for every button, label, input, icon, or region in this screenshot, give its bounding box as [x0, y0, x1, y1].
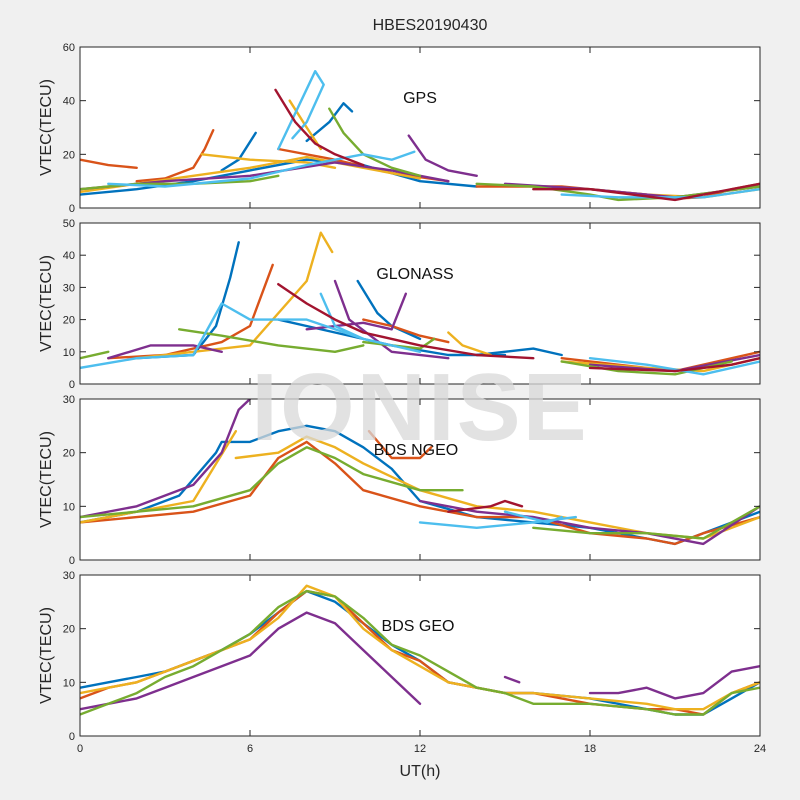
series-line [80, 446, 464, 519]
y-tick-label: 20 [63, 315, 75, 327]
y-tick-label: 40 [63, 250, 75, 262]
y-tick-label: 0 [69, 379, 75, 391]
chart-panel-4: 0 6 12 18 24 0 10 20 30 VTEC(TECU) BDS GEO [38, 570, 766, 755]
series-line [333, 279, 450, 360]
chart-panel-3: 0 10 20 30 VTEC(TECU) BDS NGEO [38, 394, 761, 567]
series-line [135, 231, 334, 360]
y-tick-label: 20 [63, 624, 75, 636]
series-line [220, 131, 257, 172]
series-line [447, 331, 492, 357]
series-line [80, 399, 252, 519]
x-tick-label: 0 [77, 743, 83, 755]
y-axis-label: VTEC(TECU) [38, 79, 55, 176]
panel-label: BDS GEO [382, 618, 455, 635]
x-axis-label: UT(h) [400, 763, 441, 780]
series-line [80, 589, 760, 716]
series-group [80, 399, 760, 546]
series-line [80, 158, 138, 169]
x-tick-label: 24 [754, 743, 766, 755]
series-line [135, 129, 215, 183]
x-tick-label: 12 [414, 743, 426, 755]
series-line [418, 499, 760, 546]
series-line [367, 430, 433, 460]
series-line [80, 611, 422, 711]
series-line [588, 357, 760, 376]
panel-label: GPS [403, 90, 437, 107]
series-line [503, 675, 521, 684]
series-line [277, 70, 325, 151]
series-line [532, 182, 760, 202]
y-tick-label: 0 [69, 203, 75, 215]
y-tick-label: 20 [63, 448, 75, 460]
y-tick-label: 30 [63, 394, 75, 406]
series-line [588, 357, 760, 373]
series-line [305, 102, 354, 143]
series-line [588, 665, 760, 700]
y-tick-label: 40 [63, 96, 75, 108]
series-line [274, 88, 365, 167]
series-line [407, 134, 478, 177]
y-tick-label: 30 [63, 570, 75, 582]
series-line [80, 350, 110, 360]
series-line [503, 510, 563, 524]
y-axis-label: VTEC(TECU) [38, 431, 55, 528]
series-line [356, 279, 422, 341]
series-line [107, 344, 223, 360]
y-tick-label: 50 [63, 218, 75, 230]
y-tick-label: 20 [63, 149, 75, 161]
y-axis-label: VTEC(TECU) [38, 607, 55, 704]
y-tick-label: 0 [69, 555, 75, 567]
panel-label: BDS NGEO [374, 442, 458, 459]
y-tick-label: 30 [63, 282, 75, 294]
series-line [288, 99, 322, 151]
series-line [80, 584, 760, 711]
y-tick-label: 10 [63, 501, 75, 513]
chart-panel-2: 0 10 20 30 40 50 VTEC(TECU) GLONASS [38, 218, 761, 391]
x-tick-label: 6 [247, 743, 253, 755]
y-tick-label: 0 [69, 731, 75, 743]
y-tick-label: 10 [63, 677, 75, 689]
y-axis-label: VTEC(TECU) [38, 255, 55, 352]
series-line [532, 505, 760, 540]
panel-label: GLONASS [376, 266, 453, 283]
series-line [80, 430, 237, 524]
series-line [277, 283, 535, 360]
series-group [80, 231, 760, 376]
plot-area [80, 223, 760, 384]
chart-panel-1: 0 20 40 60 VTEC(TECU) GPS [38, 42, 761, 215]
series-line [80, 440, 760, 546]
figure-title: HBES20190430 [373, 17, 488, 34]
y-tick-label: 60 [63, 42, 75, 54]
series-line [178, 328, 365, 353]
series-line [80, 158, 478, 196]
series-line [319, 292, 365, 341]
watermark: IONISE [251, 354, 588, 461]
series-line [447, 499, 524, 513]
series-group [80, 70, 760, 202]
x-tick-label: 18 [584, 743, 596, 755]
series-line [107, 150, 416, 188]
series-group [80, 584, 760, 716]
series-line [475, 347, 563, 357]
y-tick-label: 10 [63, 347, 75, 359]
